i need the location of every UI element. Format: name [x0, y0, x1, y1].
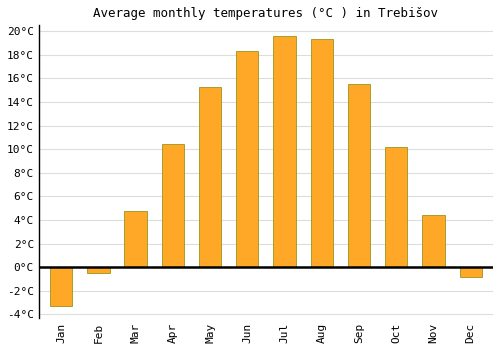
Bar	[162, 145, 184, 267]
Bar	[274, 36, 295, 267]
Bar	[385, 147, 407, 267]
Bar	[236, 51, 258, 267]
Bar	[87, 267, 110, 273]
Bar	[348, 84, 370, 267]
Bar	[460, 267, 482, 276]
Bar	[310, 40, 333, 267]
Bar	[199, 87, 222, 267]
Bar	[422, 215, 444, 267]
Bar	[124, 211, 147, 267]
Title: Average monthly temperatures (°C ) in Trebišov: Average monthly temperatures (°C ) in Tr…	[94, 7, 438, 20]
Bar	[50, 267, 72, 306]
